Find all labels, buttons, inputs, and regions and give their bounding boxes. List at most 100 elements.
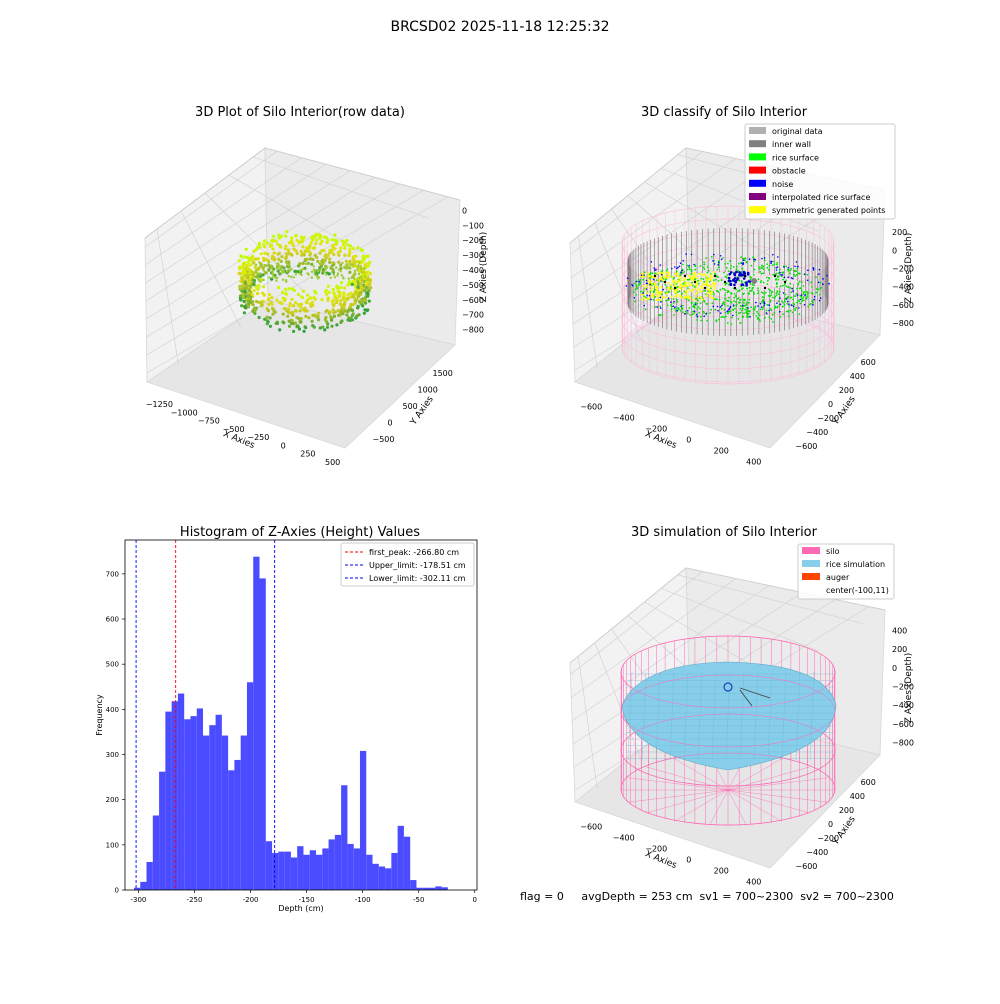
raw-3d-point <box>296 303 300 307</box>
classify-3d-rice-point <box>697 282 700 285</box>
classify-3d-noise-point <box>763 304 765 307</box>
classify-3d-rice-point <box>761 301 763 303</box>
classify-3d-rice-point <box>782 278 784 281</box>
classify-3d-rice-point <box>672 302 675 304</box>
classify-3d-noise-point <box>649 283 651 286</box>
classify-3d-title: 3D classify of Silo Interior <box>641 105 808 120</box>
classify-3d-rice-point <box>777 272 780 275</box>
classify-3d-noise-point <box>631 283 633 286</box>
classify-3d-rice-point <box>749 290 751 292</box>
raw-3d-point <box>359 248 363 252</box>
p2-y-tick-label: −400 <box>806 428 828 437</box>
simulation-3d-rice-mesh-line <box>795 671 801 761</box>
classify-3d-rice-point <box>762 306 765 308</box>
raw-3d-point <box>342 291 346 295</box>
raw-3d-point <box>351 295 355 299</box>
raw-3d-point <box>286 314 290 318</box>
raw-3d-point <box>240 304 244 308</box>
raw-3d-point <box>291 243 295 247</box>
raw-3d-point <box>324 309 328 314</box>
classify-3d-rice-point <box>819 286 822 289</box>
raw-3d-point <box>338 299 343 303</box>
histogram-y-tick-label: 200 <box>106 796 119 804</box>
raw-3d-point <box>304 300 308 305</box>
raw-3d-point <box>325 273 328 276</box>
raw-3d-point <box>322 259 326 263</box>
classify-3d-rice-point <box>753 260 756 263</box>
classify-3d-rice-point <box>754 306 756 309</box>
classify-3d-noise-point <box>749 316 751 318</box>
classify-3d-symmetric-point <box>678 276 681 279</box>
raw-3d-point <box>300 295 304 299</box>
classify-3d-rice-point <box>730 291 733 294</box>
p1-y-tick-label: 1500 <box>433 369 453 378</box>
classify-3d-rice-point <box>763 293 766 295</box>
classify-3d-symmetric-point <box>668 288 671 291</box>
p1-y-tick-label: 0 <box>388 418 393 427</box>
classify-3d-symmetric-point <box>676 272 679 275</box>
raw-3d-point <box>331 287 335 292</box>
p4-z-tick-label: 0 <box>892 664 897 673</box>
raw-3d-point <box>237 265 242 269</box>
raw-3d-point <box>298 269 302 272</box>
classify-3d-noise-point <box>794 265 796 268</box>
classify-3d-symmetric-point <box>666 276 669 280</box>
raw-3d-point <box>287 324 292 328</box>
classify-3d-symmetric-point <box>699 296 703 299</box>
classify-3d-rice-point <box>735 288 738 291</box>
classify-3d-rice-point <box>743 302 745 304</box>
raw-3d-point <box>284 234 288 238</box>
classify-3d-rice-point <box>776 262 778 264</box>
classify-3d-noise-point <box>652 278 655 281</box>
raw-3d-point <box>367 299 371 303</box>
p2-x-tick-label: −400 <box>613 414 635 423</box>
raw-3d-point <box>304 314 308 318</box>
classify-3d-rice-point <box>810 281 812 284</box>
classify-3d-rice-point <box>793 308 796 310</box>
p1-z-tick-label: −300 <box>462 251 484 260</box>
p4-y-tick-label: −600 <box>795 862 817 871</box>
raw-3d-point <box>283 297 287 301</box>
raw-3d-point <box>242 299 246 303</box>
classify-3d-rice-point <box>766 263 769 266</box>
classify-3d-noise-point <box>732 304 735 306</box>
raw-3d-point <box>315 255 319 259</box>
classify-3d-original-point <box>763 286 767 290</box>
classify-3d-rice-point <box>665 270 668 272</box>
classify-3d-rice-point <box>672 278 675 280</box>
raw-3d-point <box>316 270 320 273</box>
p1-floor-grid-line <box>180 210 242 328</box>
classify-3d-noise-point <box>662 288 664 291</box>
classify-3d-rice-point <box>772 260 774 263</box>
raw-3d-point <box>310 262 314 266</box>
classify-3d-rice-point <box>687 266 690 268</box>
classify-3d-symmetric-point <box>683 296 686 299</box>
classify-3d-noise-point <box>673 300 675 303</box>
classify-3d-rice-point <box>673 314 675 316</box>
histogram-bars <box>133 556 448 890</box>
raw-3d-point <box>277 233 281 237</box>
raw-3d-point <box>331 270 334 274</box>
classify-3d-rice-point <box>767 268 770 271</box>
raw-3d-point <box>252 261 256 265</box>
classify-3d-noise-point <box>812 268 815 270</box>
classify-3d-rice-point <box>764 291 767 294</box>
raw-3d-point <box>330 238 334 242</box>
raw-3d-point <box>307 316 311 320</box>
classify-3d-rice-point <box>737 269 739 272</box>
classify-3d-symmetric-point <box>706 275 709 279</box>
histogram-plot: Histogram of Z-Axies (Height) Values -30… <box>95 525 478 913</box>
classify-3d-rice-point <box>749 282 752 285</box>
raw-3d-point <box>359 282 363 286</box>
classify-3d-symmetric-point <box>681 288 684 291</box>
classify-3d-rice-point <box>635 284 638 287</box>
histogram-bar <box>397 825 404 890</box>
raw-3d-point <box>342 304 346 309</box>
classify-3d-rice-point <box>769 301 771 303</box>
classify-3d-noise-point <box>738 273 741 277</box>
raw-3d-point <box>332 303 336 307</box>
raw-3d-point <box>241 294 245 298</box>
classify-3d-rice-point <box>632 291 635 294</box>
classify-3d-rice-point <box>687 287 689 290</box>
raw-3d-point <box>343 309 348 313</box>
